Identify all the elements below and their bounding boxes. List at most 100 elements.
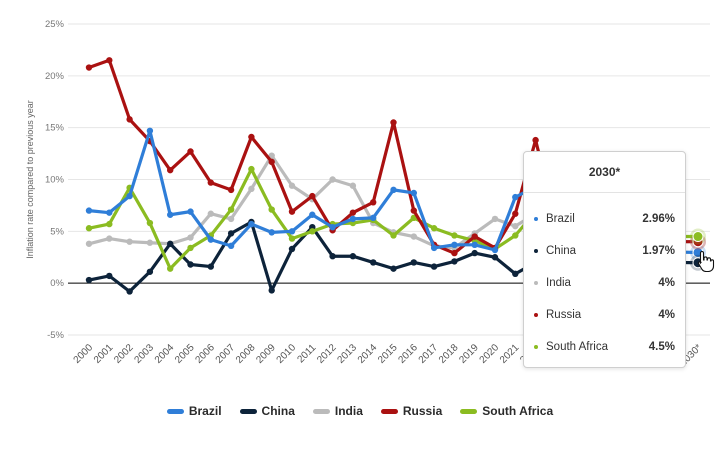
y-tick-label: 5% — [50, 226, 64, 237]
data-point-india — [227, 215, 235, 223]
legend-item-russia[interactable]: Russia — [380, 404, 443, 418]
tooltip-value-india: 4% — [658, 277, 675, 289]
x-tick-label: 2011 — [295, 342, 318, 365]
legend-label-brazil: Brazil — [188, 404, 222, 418]
data-point-china — [349, 253, 357, 260]
x-tick-label: 2012 — [315, 342, 339, 366]
x-tick-label: 2009 — [254, 342, 278, 366]
data-point-india — [248, 185, 255, 193]
chart-tooltip: 2030* Brazil 2.96% China 1.97% India 4% … — [523, 151, 686, 368]
data-point-india — [410, 233, 417, 240]
y-tick-label: 25% — [45, 19, 65, 30]
tooltip-name-brazil: Brazil — [546, 213, 575, 225]
x-tick-label: 2006 — [193, 342, 217, 366]
data-point-russia — [268, 158, 275, 166]
y-tick-label: 0% — [50, 278, 64, 289]
legend-swatch-south-africa — [460, 408, 478, 414]
x-tick-label: 2004 — [153, 342, 177, 366]
data-point-south-africa — [167, 265, 174, 272]
legend-item-south-africa[interactable]: South Africa — [460, 404, 553, 418]
tooltip-dot-china — [534, 249, 538, 253]
data-point-china — [390, 265, 397, 272]
x-tick-label: 2005 — [173, 342, 197, 366]
x-tick-label: 2018 — [437, 342, 461, 366]
data-point-brazil — [268, 229, 275, 236]
data-point-brazil — [390, 186, 397, 194]
x-tick-label: 2003 — [133, 342, 157, 366]
data-point-india — [146, 239, 154, 246]
tooltip-name-south-africa: South Africa — [546, 341, 609, 353]
data-point-russia — [288, 208, 296, 215]
data-point-brazil — [106, 209, 113, 216]
x-tick-label: 2000 — [72, 342, 96, 366]
data-point-south-africa — [85, 225, 93, 232]
data-point-china — [288, 245, 296, 253]
legend-label-south-africa: South Africa — [482, 404, 554, 418]
data-point-south-africa — [288, 235, 296, 242]
x-tick-label: 2008 — [234, 342, 258, 366]
data-point-south-africa — [390, 232, 397, 239]
tooltip-value-russia: 4% — [658, 309, 675, 321]
data-point-brazil — [227, 242, 235, 250]
data-point-china — [512, 270, 519, 278]
data-point-russia — [532, 136, 539, 144]
data-point-russia — [451, 249, 458, 257]
data-point-china — [430, 263, 438, 270]
legend-swatch-india — [312, 408, 330, 414]
x-tick-label: 2015 — [376, 342, 400, 366]
data-point-india — [85, 240, 93, 247]
data-point-brazil — [85, 207, 93, 214]
x-tick-label: 2021 — [498, 342, 522, 366]
tooltip-value-south-africa: 4.5% — [648, 341, 675, 353]
data-point-brazil — [349, 215, 357, 223]
legend-item-china[interactable]: China — [239, 404, 295, 418]
data-point-china — [451, 258, 458, 265]
data-point-india — [207, 210, 214, 217]
x-tick-label: 2017 — [417, 342, 441, 366]
data-point-south-africa — [451, 232, 458, 239]
data-point-china — [167, 240, 174, 247]
tooltip-dot-russia — [534, 313, 538, 317]
tooltip-dot-india — [534, 281, 538, 285]
data-point-india — [126, 238, 133, 245]
hover-marker-south-africa — [692, 231, 704, 243]
legend-item-india[interactable]: India — [312, 404, 363, 418]
legend-label-russia: Russia — [402, 404, 443, 418]
data-point-china — [207, 263, 214, 270]
tooltip-row-india: India 4% — [524, 267, 685, 299]
data-point-brazil — [512, 193, 519, 201]
data-point-india — [268, 152, 275, 159]
legend-item-brazil[interactable]: Brazil — [166, 404, 222, 418]
tooltip-row-brazil: Brazil 2.96% — [524, 203, 685, 235]
data-point-brazil — [491, 246, 499, 254]
data-point-south-africa — [187, 244, 194, 252]
data-point-russia — [309, 192, 316, 200]
data-point-china — [85, 276, 93, 284]
data-point-russia — [187, 148, 194, 155]
data-point-russia — [167, 166, 174, 174]
data-point-brazil — [146, 127, 154, 134]
x-tick-label: 2016 — [396, 342, 420, 366]
legend-swatch-china — [239, 408, 257, 414]
data-point-brazil — [248, 220, 255, 228]
data-point-brazil — [410, 189, 417, 197]
data-point-china — [187, 261, 194, 268]
data-point-brazil — [288, 228, 296, 235]
tooltip-name-china: China — [546, 245, 577, 257]
legend-swatch-brazil — [166, 408, 184, 414]
legend-label-india: India — [334, 404, 363, 418]
data-point-south-africa — [430, 225, 438, 232]
y-tick-label: 15% — [45, 123, 65, 134]
data-point-south-africa — [227, 206, 235, 213]
tooltip-title: 2030* — [524, 152, 685, 193]
data-point-china — [491, 254, 499, 261]
y-tick-label: -5% — [47, 330, 64, 341]
data-point-south-africa — [146, 219, 154, 227]
data-point-india — [288, 182, 296, 189]
x-tick-label: 2007 — [214, 342, 238, 366]
data-point-india — [349, 182, 357, 189]
data-point-russia — [85, 64, 93, 71]
data-point-russia — [370, 199, 377, 206]
tooltip-value-brazil: 2.96% — [642, 213, 675, 225]
